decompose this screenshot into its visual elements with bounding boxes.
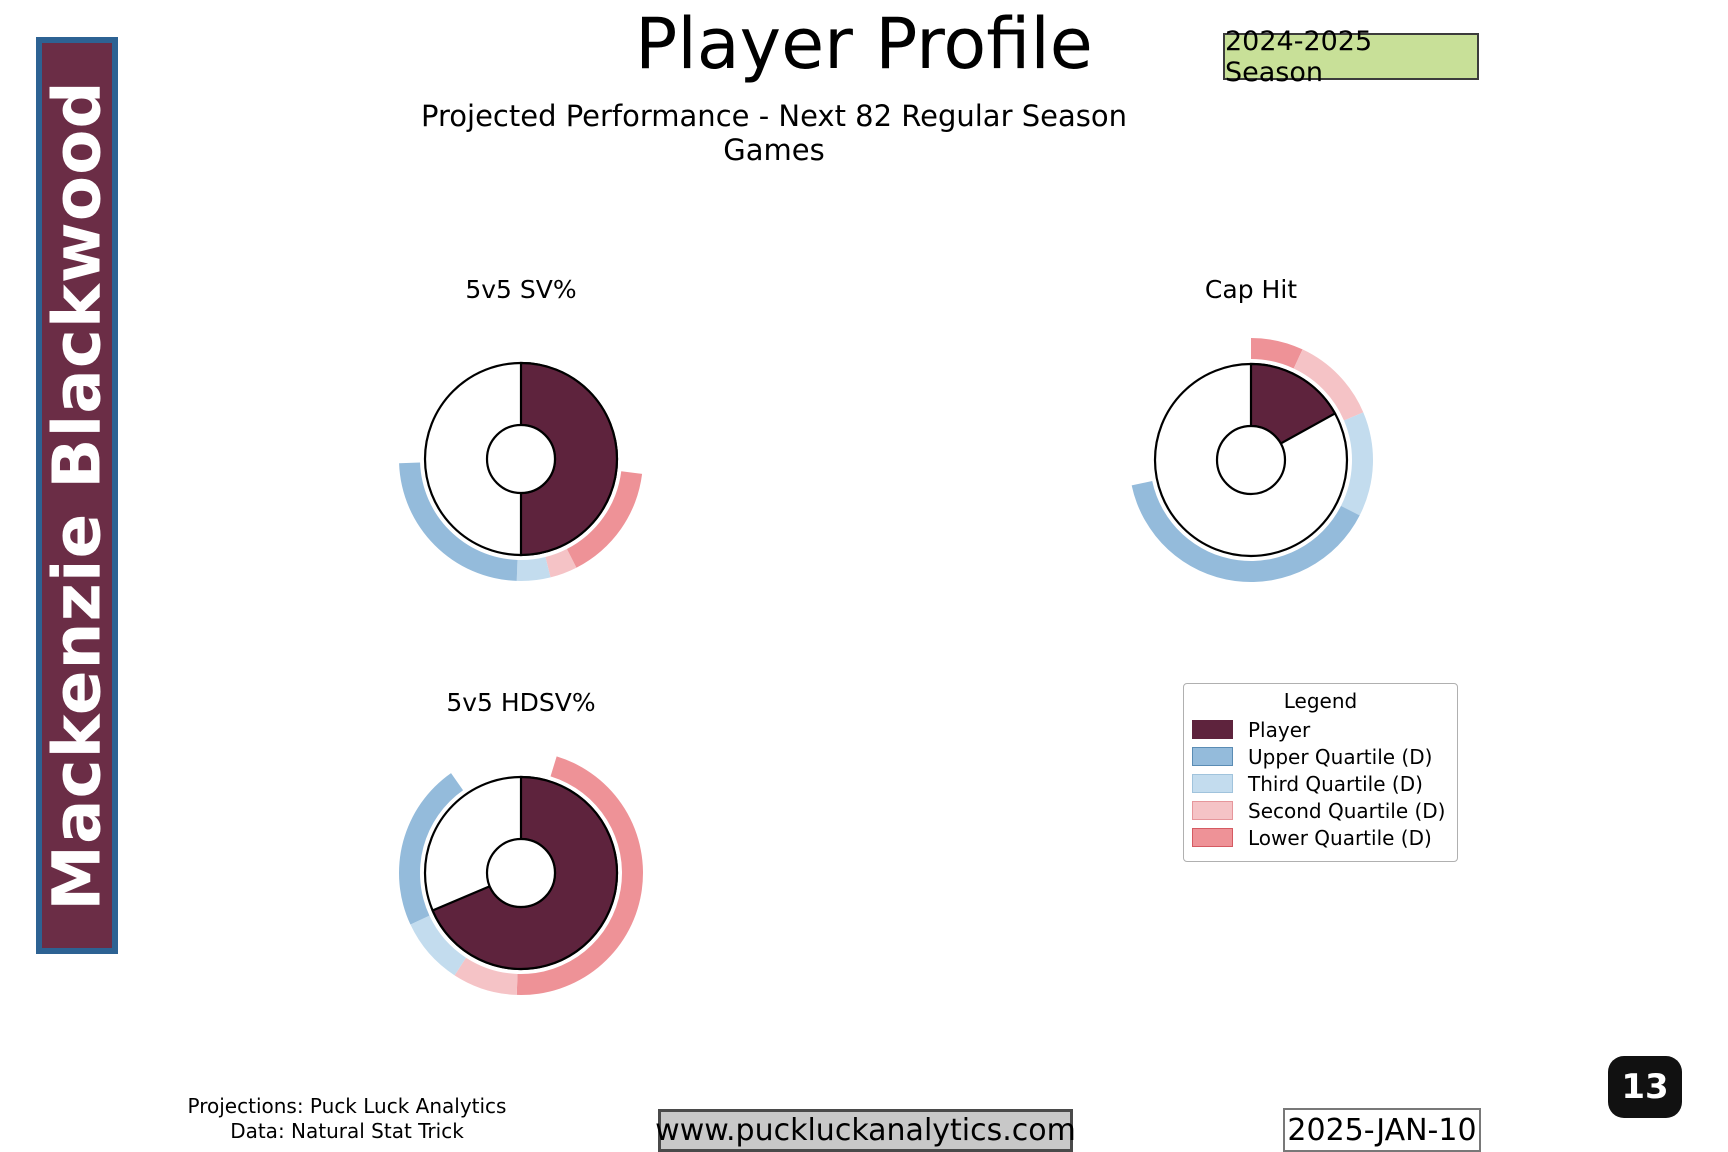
donut-hole (485, 423, 557, 495)
ring-segment-third_quartile (410, 915, 466, 976)
donut-hole (1215, 424, 1287, 496)
ring-segment-lower_quartile (1251, 338, 1303, 369)
donut-chart-5v5-sv-pct (396, 334, 646, 584)
legend-item-label: Second Quartile (D) (1248, 798, 1446, 823)
projections-credit: Projections: Puck Luck Analytics (187, 1094, 507, 1118)
ring-segment-lower_quartile (516, 756, 643, 995)
legend-title: Legend (1283, 689, 1358, 713)
donut-chart-cap-hit (1126, 335, 1376, 585)
legend: Legend Player Upper Quartile (D) Third Q… (1183, 683, 1458, 862)
legend-item-label: Upper Quartile (D) (1248, 744, 1433, 769)
chart-title-5v5-hdsv-pct: 5v5 HDSV% (446, 688, 596, 717)
chart-title-5v5-sv-pct: 5v5 SV% (465, 275, 577, 304)
legend-item-upper-quartile: Upper Quartile (D) (1184, 743, 1457, 770)
season-badge: 2024-2025 Season (1223, 26, 1479, 88)
ring-segment-second_quartile (1293, 349, 1364, 421)
page-number-badge: 13 (1608, 1056, 1682, 1118)
subtitle: Projected Performance - Next 82 Regular … (421, 99, 1127, 167)
chart-title-cap-hit: Cap Hit (1204, 275, 1298, 304)
legend-item-third-quartile: Third Quartile (D) (1184, 770, 1457, 797)
player-name-sidebar: Mackenzie Blackwood (36, 37, 118, 954)
legend-item-lower-quartile: Lower Quartile (D) (1184, 824, 1457, 851)
second-quartile-color-swatch (1192, 801, 1233, 820)
legend-item-label: Player (1248, 717, 1311, 742)
ring-segment-third_quartile (516, 556, 551, 581)
legend-item-label: Lower Quartile (D) (1248, 825, 1432, 850)
upper-quartile-color-swatch (1192, 747, 1233, 766)
date-box: 2025-JAN-10 (1283, 1108, 1481, 1152)
donut-hole (485, 837, 557, 909)
legend-item-second-quartile: Second Quartile (D) (1184, 797, 1457, 824)
legend-item-label: Third Quartile (D) (1248, 771, 1423, 796)
data-credits: Projections: Puck Luck Analytics Data: N… (147, 1094, 547, 1144)
third-quartile-color-swatch (1192, 774, 1233, 793)
ring-segment-upper_quartile (1131, 480, 1360, 582)
player-color-swatch (1192, 720, 1233, 739)
data-source-credit: Data: Natural Stat Trick (230, 1119, 464, 1143)
lower-quartile-color-swatch (1192, 828, 1233, 847)
ring-segment-upper_quartile (399, 773, 464, 925)
ring-segment-second_quartile (545, 548, 577, 578)
player-name: Mackenzie Blackwood (38, 80, 116, 911)
website-box: www.puckluckanalytics.com (655, 1109, 1076, 1152)
ring-segment-lower_quartile (566, 471, 643, 568)
page-title: Player Profile (635, 3, 1093, 85)
ring-segment-second_quartile (454, 957, 518, 995)
ring-segment-upper_quartile (399, 462, 518, 581)
donut-chart-5v5-hdsv-pct (396, 748, 646, 998)
ring-segment-third_quartile (1340, 412, 1373, 516)
legend-item-player: Player (1184, 716, 1457, 743)
